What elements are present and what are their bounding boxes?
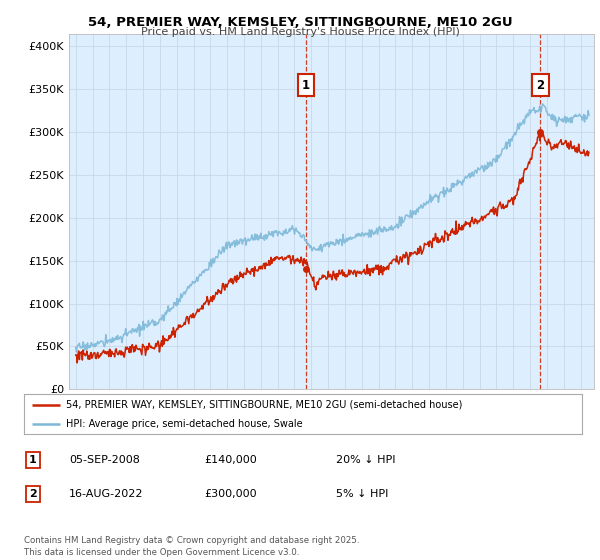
Text: 5% ↓ HPI: 5% ↓ HPI xyxy=(336,489,388,499)
Text: 16-AUG-2022: 16-AUG-2022 xyxy=(69,489,143,499)
Text: 2: 2 xyxy=(29,489,37,499)
Text: Contains HM Land Registry data © Crown copyright and database right 2025.
This d: Contains HM Land Registry data © Crown c… xyxy=(24,536,359,557)
Text: 54, PREMIER WAY, KEMSLEY, SITTINGBOURNE, ME10 2GU (semi-detached house): 54, PREMIER WAY, KEMSLEY, SITTINGBOURNE,… xyxy=(66,400,462,409)
Text: Price paid vs. HM Land Registry's House Price Index (HPI): Price paid vs. HM Land Registry's House … xyxy=(140,27,460,37)
Text: 1: 1 xyxy=(302,78,310,91)
Text: 20% ↓ HPI: 20% ↓ HPI xyxy=(336,455,395,465)
Text: £300,000: £300,000 xyxy=(204,489,257,499)
Text: HPI: Average price, semi-detached house, Swale: HPI: Average price, semi-detached house,… xyxy=(66,419,302,429)
Text: £140,000: £140,000 xyxy=(204,455,257,465)
Text: 05-SEP-2008: 05-SEP-2008 xyxy=(69,455,140,465)
Text: 54, PREMIER WAY, KEMSLEY, SITTINGBOURNE, ME10 2GU: 54, PREMIER WAY, KEMSLEY, SITTINGBOURNE,… xyxy=(88,16,512,29)
Text: 2: 2 xyxy=(536,78,545,91)
Text: 1: 1 xyxy=(29,455,37,465)
